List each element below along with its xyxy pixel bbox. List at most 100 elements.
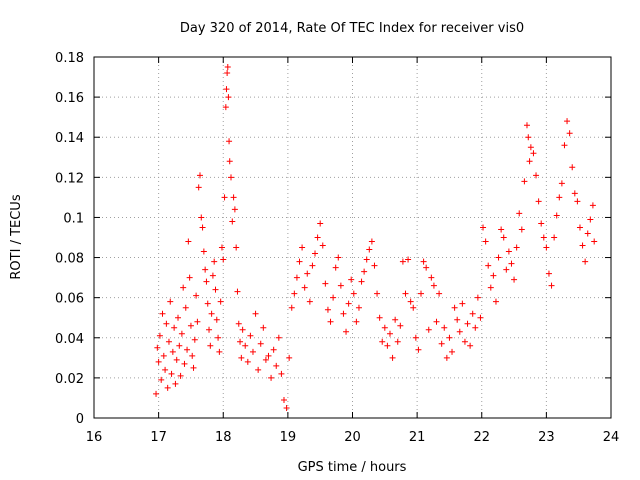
data-point (340, 310, 347, 317)
data-point (498, 226, 505, 233)
data-point (234, 288, 241, 295)
data-point (167, 298, 174, 305)
data-points (153, 64, 598, 411)
data-point (564, 118, 571, 125)
data-point (327, 318, 334, 325)
data-point (345, 300, 352, 307)
x-tick-label: 21 (409, 430, 426, 445)
data-point (182, 304, 189, 311)
data-point (177, 372, 184, 379)
data-point (526, 158, 533, 165)
data-point (252, 310, 259, 317)
data-point (270, 346, 277, 353)
data-point (275, 334, 282, 341)
data-point (569, 164, 576, 171)
data-point (459, 300, 466, 307)
y-tick-label: 0.08 (55, 252, 84, 267)
x-tick-label: 23 (538, 430, 555, 445)
data-point (412, 334, 419, 341)
data-point (186, 274, 193, 281)
data-point (428, 274, 435, 281)
data-point (230, 194, 237, 201)
data-point (213, 316, 220, 323)
data-point (185, 238, 192, 245)
data-point (361, 268, 368, 275)
data-point (203, 278, 210, 285)
data-point (229, 218, 236, 225)
data-point (228, 174, 235, 181)
data-point (516, 210, 523, 217)
data-point (576, 224, 583, 231)
data-point (353, 318, 360, 325)
data-point (469, 310, 476, 317)
data-point (164, 384, 171, 391)
data-point (200, 248, 207, 255)
data-point (538, 220, 545, 227)
data-point (446, 334, 453, 341)
data-point (343, 328, 350, 335)
data-point (410, 304, 417, 311)
data-point (374, 290, 381, 297)
data-point (420, 258, 427, 265)
data-point (389, 354, 396, 361)
data-point (482, 238, 489, 245)
data-point (540, 234, 547, 241)
data-point (324, 306, 331, 313)
y-tick-label: 0.06 (55, 292, 84, 307)
data-point (293, 274, 300, 281)
data-point (218, 244, 225, 251)
data-point (222, 104, 229, 111)
data-point (379, 338, 386, 345)
data-point (312, 250, 319, 257)
data-point (220, 256, 227, 263)
x-tick-label: 16 (86, 430, 103, 445)
data-point (181, 360, 188, 367)
data-point (589, 202, 596, 209)
data-point (513, 244, 520, 251)
data-point (579, 242, 586, 249)
data-point (216, 348, 223, 355)
data-point (335, 254, 342, 261)
data-point (155, 358, 162, 365)
data-point (402, 290, 409, 297)
data-point (574, 198, 581, 205)
data-point (332, 264, 339, 271)
data-point (217, 298, 224, 305)
data-point (543, 244, 550, 251)
data-point (477, 314, 484, 321)
data-point (490, 272, 497, 279)
data-point (221, 194, 228, 201)
data-point (223, 86, 230, 93)
y-tick-label: 0.12 (55, 171, 84, 186)
data-point (474, 294, 481, 301)
data-point (208, 310, 215, 317)
data-point (165, 338, 172, 345)
data-point (224, 64, 231, 71)
data-point (330, 294, 337, 301)
data-point (566, 130, 573, 137)
data-point (571, 190, 578, 197)
data-point (535, 198, 542, 205)
data-point (381, 324, 388, 331)
data-point (206, 326, 213, 333)
data-point (518, 226, 525, 233)
data-point (545, 270, 552, 277)
data-point (438, 340, 445, 347)
data-point (304, 270, 311, 277)
data-point (280, 396, 287, 403)
data-point (175, 314, 182, 321)
data-point (425, 326, 432, 333)
data-point (394, 338, 401, 345)
data-point (178, 330, 185, 337)
data-point (215, 334, 222, 341)
data-point (224, 70, 231, 77)
data-point (407, 298, 414, 305)
data-point (238, 354, 245, 361)
data-point (317, 220, 324, 227)
y-tick-label: 0.1 (63, 211, 84, 226)
data-point (456, 328, 463, 335)
data-point (464, 320, 471, 327)
data-point (288, 304, 295, 311)
data-point (198, 214, 205, 221)
data-point (257, 340, 264, 347)
